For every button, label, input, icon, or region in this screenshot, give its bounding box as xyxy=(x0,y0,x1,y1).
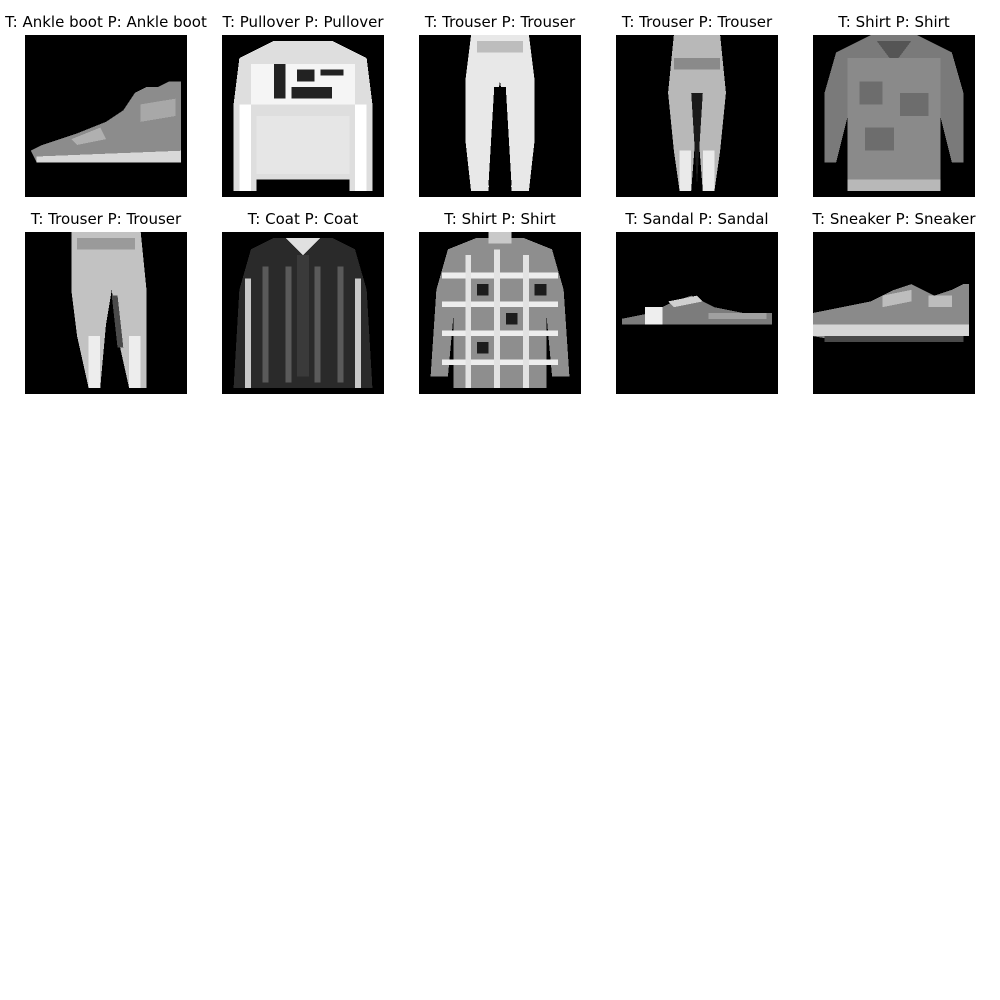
coat-image xyxy=(222,232,384,394)
ankle-boot-image xyxy=(25,35,187,197)
cell-title: T: Trouser P: Trouser xyxy=(621,13,773,31)
cell-title: T: Sandal P: Sandal xyxy=(625,210,769,228)
trouser-image xyxy=(25,232,187,394)
cell-title: T: Coat P: Coat xyxy=(247,210,359,228)
cell-title: T: Shirt P: Shirt xyxy=(444,210,556,228)
grid-cell-pullover: T: Pullover P: Pullover xyxy=(222,13,384,197)
grid-cell-trouser: T: Trouser P: Trouser xyxy=(419,13,581,197)
cell-title: T: Trouser P: Trouser xyxy=(424,13,576,31)
sandal-image xyxy=(616,232,778,394)
grid-cell-trouser: T: Trouser P: Trouser xyxy=(25,210,187,394)
cell-title: T: Sneaker P: Sneaker xyxy=(812,210,976,228)
grid-cell-sandal: T: Sandal P: Sandal xyxy=(616,210,778,394)
trouser-image xyxy=(419,35,581,197)
grid-cell-ankle-boot: T: Ankle boot P: Ankle boot xyxy=(5,13,207,197)
cell-title: T: Shirt P: Shirt xyxy=(838,13,950,31)
pullover-image xyxy=(222,35,384,197)
shirt-image xyxy=(813,35,975,197)
trouser-image xyxy=(616,35,778,197)
cell-title: T: Ankle boot P: Ankle boot xyxy=(5,13,207,31)
grid-cell-trouser: T: Trouser P: Trouser xyxy=(616,13,778,197)
grid-cell-shirt: T: Shirt P: Shirt xyxy=(419,210,581,394)
grid-cell-coat: T: Coat P: Coat xyxy=(222,210,384,394)
cell-title: T: Pullover P: Pullover xyxy=(222,13,384,31)
grid-cell-shirt: T: Shirt P: Shirt xyxy=(813,13,975,197)
shirt-image xyxy=(419,232,581,394)
sneaker-image xyxy=(813,232,975,394)
cell-title: T: Trouser P: Trouser xyxy=(30,210,182,228)
grid-cell-sneaker: T: Sneaker P: Sneaker xyxy=(813,210,975,394)
